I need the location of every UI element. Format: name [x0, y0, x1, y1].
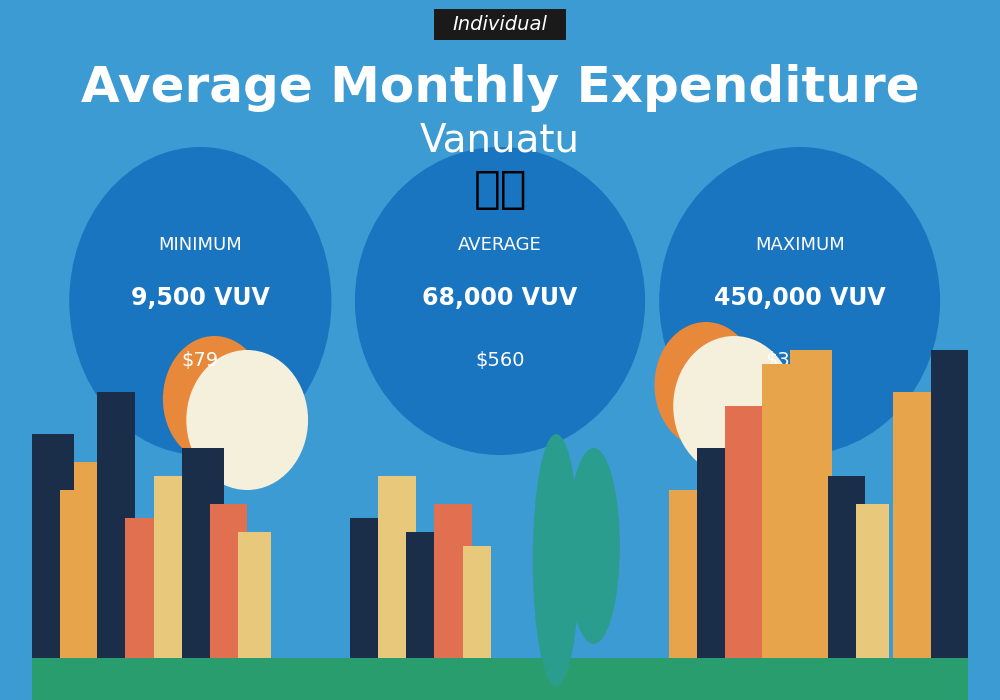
- Bar: [378, 476, 416, 658]
- Text: Vanuatu: Vanuatu: [420, 121, 580, 159]
- Ellipse shape: [163, 336, 266, 462]
- Bar: [97, 392, 135, 658]
- Text: AVERAGE: AVERAGE: [458, 236, 542, 254]
- Ellipse shape: [355, 147, 645, 455]
- Bar: [893, 392, 968, 658]
- Text: 9,500 VUV: 9,500 VUV: [131, 286, 270, 309]
- Ellipse shape: [567, 448, 620, 644]
- Text: Individual: Individual: [453, 15, 547, 34]
- Text: Average Monthly Expenditure: Average Monthly Expenditure: [81, 64, 919, 111]
- Bar: [32, 462, 97, 658]
- Ellipse shape: [69, 147, 331, 455]
- Text: $560: $560: [475, 351, 525, 370]
- Text: MINIMUM: MINIMUM: [158, 236, 242, 254]
- Ellipse shape: [533, 434, 580, 686]
- Bar: [762, 364, 800, 658]
- Ellipse shape: [673, 336, 795, 476]
- Text: $79: $79: [182, 351, 219, 370]
- Bar: [60, 490, 107, 658]
- Text: 🇻🇺: 🇻🇺: [473, 167, 527, 211]
- Bar: [125, 518, 163, 658]
- Bar: [238, 532, 271, 658]
- Bar: [790, 350, 832, 658]
- Bar: [725, 406, 772, 658]
- Bar: [697, 448, 729, 658]
- Bar: [32, 434, 74, 658]
- Bar: [182, 448, 224, 658]
- Text: 68,000 VUV: 68,000 VUV: [422, 286, 578, 309]
- Bar: [931, 350, 968, 658]
- Bar: [154, 476, 186, 658]
- Bar: [828, 476, 865, 658]
- Text: 450,000 VUV: 450,000 VUV: [714, 286, 885, 309]
- Ellipse shape: [186, 350, 308, 490]
- Text: $3,700: $3,700: [766, 351, 834, 370]
- Bar: [669, 490, 706, 658]
- Bar: [32, 658, 968, 700]
- Bar: [856, 504, 889, 658]
- Ellipse shape: [659, 147, 940, 455]
- Bar: [463, 546, 491, 658]
- Bar: [350, 518, 378, 658]
- Ellipse shape: [655, 322, 758, 448]
- Text: MAXIMUM: MAXIMUM: [755, 236, 845, 254]
- Bar: [406, 532, 439, 658]
- FancyBboxPatch shape: [434, 8, 566, 40]
- Bar: [210, 504, 247, 658]
- Bar: [434, 504, 472, 658]
